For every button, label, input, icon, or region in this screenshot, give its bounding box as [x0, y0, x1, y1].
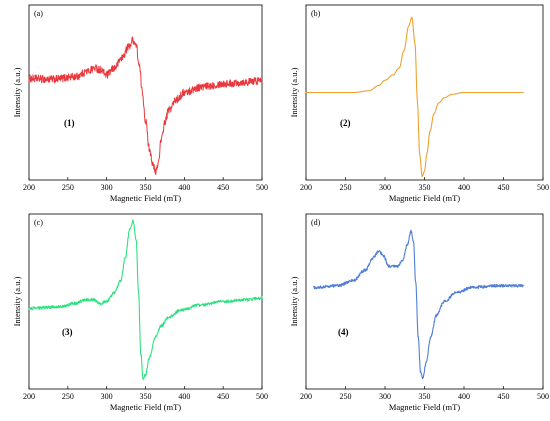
- x-tick-label: 450: [498, 183, 510, 192]
- spectrum-line: [313, 229, 524, 380]
- x-tick-label: 500: [537, 392, 549, 401]
- x-tick-label: 450: [217, 392, 229, 401]
- x-tick-label: 200: [300, 392, 312, 401]
- x-tick-label: 450: [498, 392, 510, 401]
- x-tick-label: 500: [537, 183, 549, 192]
- x-tick-label: 350: [140, 183, 152, 192]
- x-tick-label: 250: [340, 183, 352, 192]
- x-tick-label: 500: [256, 183, 268, 192]
- spectrum-line: [28, 36, 263, 175]
- plot-frame: [305, 213, 544, 390]
- x-tick-label: 350: [419, 183, 431, 192]
- x-tick-label: 200: [23, 392, 35, 401]
- panel-label: (b): [311, 9, 321, 18]
- y-axis-label: Intensity (a.u.): [12, 276, 22, 326]
- x-tick-label: 400: [458, 392, 470, 401]
- x-tick-label: 500: [256, 392, 268, 401]
- panel-1: 200 250 300 350 400 450 500 Magnetic Field (mT)…: [12, 4, 268, 203]
- sample-label: (3): [62, 327, 73, 337]
- x-axis-label: Magnetic Field (mT): [389, 402, 460, 412]
- x-tick-label: 200: [23, 183, 35, 192]
- spectrum-line: [305, 16, 524, 178]
- x-tick-label: 250: [62, 392, 74, 401]
- x-tick-label: 300: [379, 392, 391, 401]
- panel-label: (d): [311, 218, 321, 227]
- sample-label: (1): [64, 118, 75, 128]
- x-tick-label: 450: [217, 183, 229, 192]
- plot-frame: [28, 4, 263, 181]
- sample-label: (2): [340, 118, 351, 128]
- x-tick-label: 400: [178, 392, 190, 401]
- panel-4: 200 250 300 350 400 450 500 Magnetic Field (mT)…: [289, 213, 549, 412]
- x-axis-label: Magnetic Field (mT): [110, 193, 181, 203]
- panel-label: (a): [34, 9, 43, 18]
- x-tick-label: 250: [340, 392, 352, 401]
- sample-label: (4): [338, 327, 349, 337]
- x-axis-label: Magnetic Field (mT): [389, 193, 460, 203]
- x-tick-label: 400: [458, 183, 470, 192]
- panel-2: 200 250 300 350 400 450 500 Magnetic Field (mT)…: [289, 4, 549, 203]
- x-tick-label: 350: [140, 392, 152, 401]
- panel-label: (c): [34, 218, 43, 227]
- x-axis-label: Magnetic Field (mT): [110, 402, 181, 412]
- x-tick-label: 250: [62, 183, 74, 192]
- x-tick-label: 300: [101, 392, 113, 401]
- spectrum-line: [28, 219, 263, 381]
- y-axis-label: Intensity (a.u.): [289, 276, 299, 326]
- x-tick-label: 350: [419, 392, 431, 401]
- x-tick-label: 300: [101, 183, 113, 192]
- x-tick-label: 200: [300, 183, 312, 192]
- y-axis-label: Intensity (a.u.): [12, 67, 22, 117]
- panel-3: 200 250 300 350 400 450 500 Magnetic Field (mT)…: [12, 213, 268, 412]
- x-tick-label: 300: [379, 183, 391, 192]
- x-tick-label: 400: [178, 183, 190, 192]
- y-axis-label: Intensity (a.u.): [289, 67, 299, 117]
